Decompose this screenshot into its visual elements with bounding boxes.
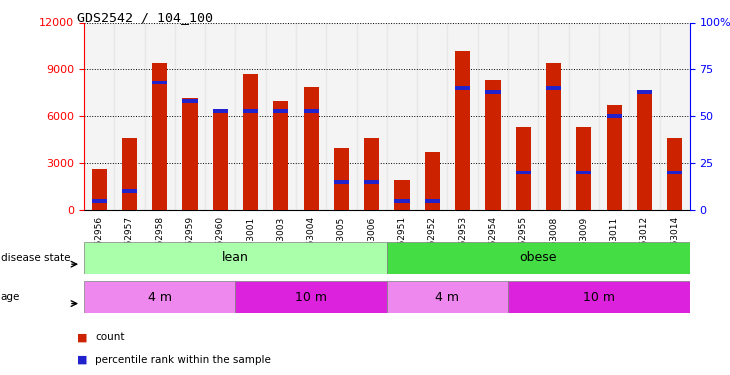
Bar xyxy=(569,22,599,210)
Text: 4 m: 4 m xyxy=(436,291,459,304)
Bar xyxy=(667,171,683,174)
Bar xyxy=(538,22,569,210)
Bar xyxy=(273,100,288,210)
Bar xyxy=(235,22,266,210)
Bar xyxy=(273,109,288,112)
Text: GDS2542 / 104_100: GDS2542 / 104_100 xyxy=(77,11,212,24)
Bar xyxy=(659,22,690,210)
Bar xyxy=(425,152,440,210)
Bar xyxy=(84,281,235,313)
Text: age: age xyxy=(1,292,20,302)
Bar xyxy=(667,138,683,210)
Bar xyxy=(174,22,205,210)
Bar xyxy=(515,127,531,210)
Bar xyxy=(296,22,326,210)
Bar xyxy=(114,22,145,210)
Bar xyxy=(145,22,174,210)
Text: lean: lean xyxy=(222,251,249,264)
Text: percentile rank within the sample: percentile rank within the sample xyxy=(95,355,271,365)
Bar xyxy=(91,170,107,210)
Bar xyxy=(84,242,387,274)
Bar xyxy=(212,110,228,210)
Text: count: count xyxy=(95,333,124,342)
Bar xyxy=(515,171,531,174)
Bar xyxy=(243,74,258,210)
Bar xyxy=(364,138,380,210)
Bar xyxy=(326,22,356,210)
Bar xyxy=(455,51,470,210)
Bar xyxy=(387,22,418,210)
Bar xyxy=(447,22,477,210)
Bar xyxy=(607,114,622,118)
Bar xyxy=(637,94,652,210)
Bar xyxy=(152,63,167,210)
Text: ■: ■ xyxy=(77,333,87,342)
Bar xyxy=(364,180,380,184)
Text: 10 m: 10 m xyxy=(583,291,615,304)
Bar xyxy=(508,281,690,313)
Bar xyxy=(425,199,440,202)
Bar xyxy=(387,242,690,274)
Text: disease state: disease state xyxy=(1,253,70,263)
Bar xyxy=(122,138,137,210)
Bar xyxy=(235,281,387,313)
Bar xyxy=(576,171,591,174)
Bar xyxy=(417,22,447,210)
Bar xyxy=(205,22,235,210)
Bar xyxy=(122,189,137,193)
Bar xyxy=(356,22,387,210)
Bar xyxy=(91,199,107,202)
Bar xyxy=(212,109,228,112)
Bar xyxy=(599,22,629,210)
Bar xyxy=(182,99,198,103)
Bar xyxy=(334,180,349,184)
Text: 10 m: 10 m xyxy=(295,291,327,304)
Bar xyxy=(266,22,296,210)
Bar xyxy=(629,22,659,210)
Bar xyxy=(508,22,538,210)
Bar xyxy=(304,87,319,210)
Bar xyxy=(334,147,349,210)
Bar xyxy=(477,22,508,210)
Bar xyxy=(576,127,591,210)
Bar xyxy=(387,281,508,313)
Bar xyxy=(394,180,410,210)
Text: ■: ■ xyxy=(77,355,87,365)
Bar xyxy=(546,86,561,90)
Bar xyxy=(637,90,652,94)
Bar xyxy=(485,90,501,94)
Text: obese: obese xyxy=(520,251,557,264)
Bar xyxy=(485,80,501,210)
Bar xyxy=(607,105,622,210)
Bar xyxy=(304,109,319,112)
Bar xyxy=(84,22,114,210)
Bar xyxy=(243,109,258,112)
Bar xyxy=(394,199,410,202)
Text: 4 m: 4 m xyxy=(147,291,172,304)
Bar xyxy=(455,86,470,90)
Bar xyxy=(182,98,198,210)
Bar xyxy=(546,63,561,210)
Bar xyxy=(152,81,167,84)
